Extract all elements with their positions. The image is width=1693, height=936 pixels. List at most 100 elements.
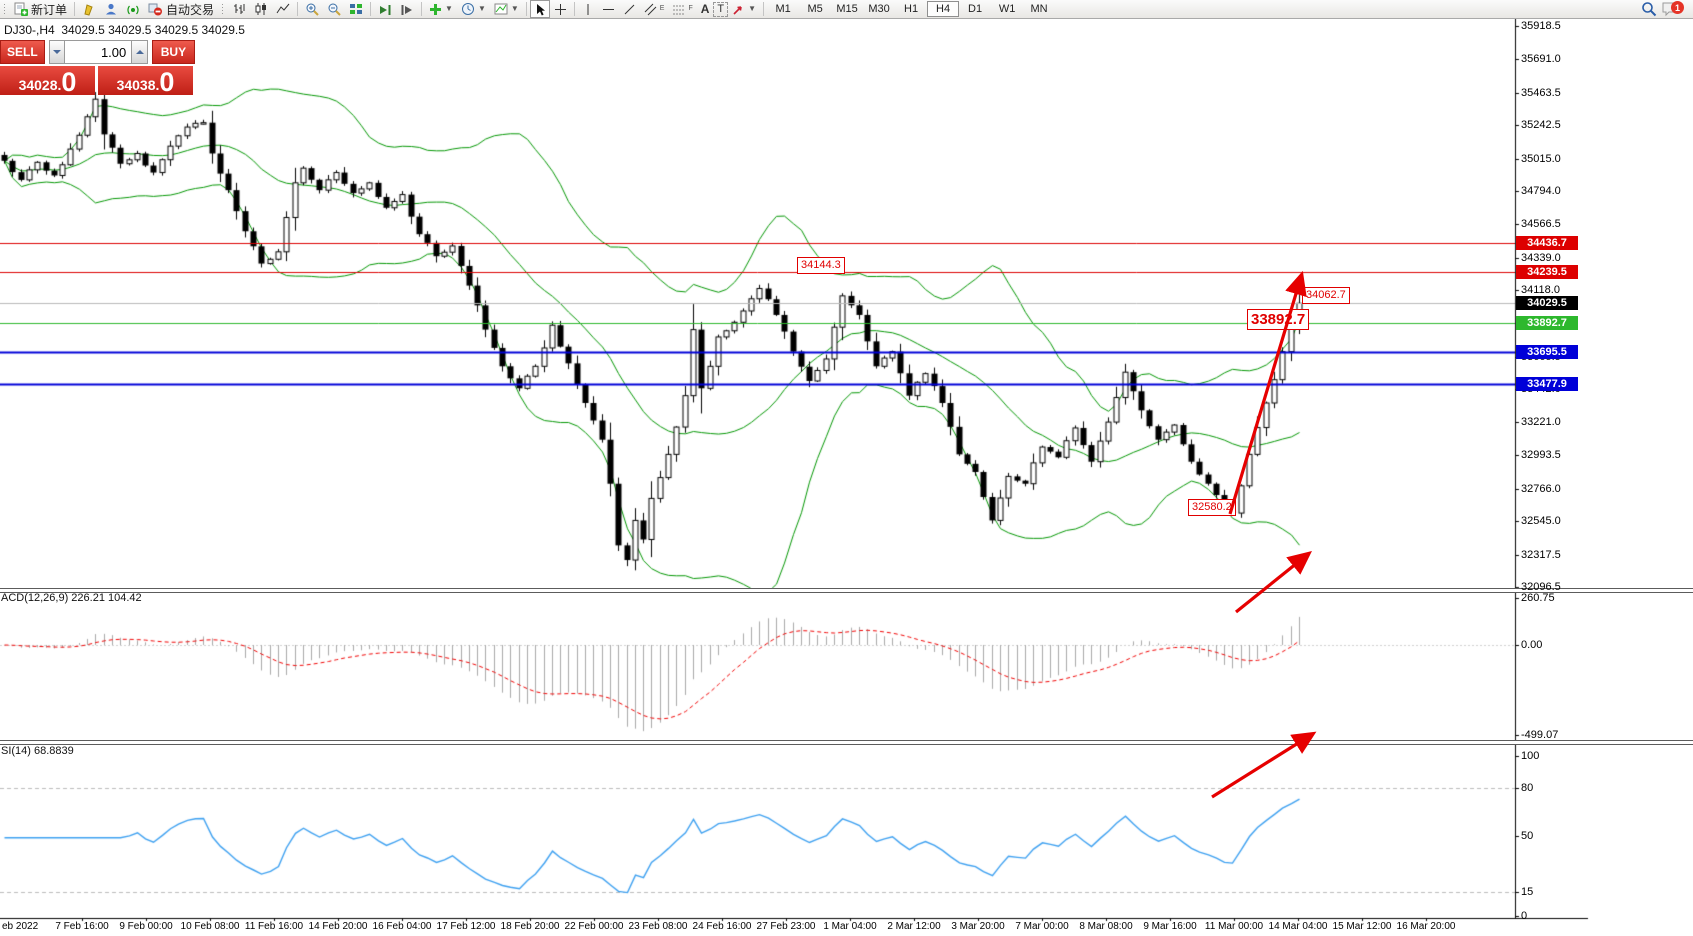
rsi-tick-label: 80 <box>1521 782 1534 794</box>
toolbar-separator <box>421 2 423 16</box>
chart-shift-icon[interactable] <box>396 0 418 18</box>
price-annotation[interactable]: 34144.3 <box>797 257 845 274</box>
timeframe-m15[interactable]: M15 <box>836 3 858 15</box>
buy-button[interactable]: BUY <box>151 40 195 64</box>
algo-trading-label: 自动交易 <box>166 2 215 17</box>
indicators-plus-icon <box>430 3 442 15</box>
time-tick-label: 14 Mar 04:00 <box>1268 921 1328 932</box>
arrows-button[interactable]: ▼ <box>728 0 760 18</box>
crosshair-icon[interactable] <box>550 0 571 18</box>
time-tick-label: 7 Mar 00:00 <box>1015 921 1069 932</box>
trendline-icon[interactable] <box>619 0 640 18</box>
volume-decrease-button[interactable] <box>48 40 66 64</box>
pane-separator-rsi[interactable] <box>0 740 1693 745</box>
toolbar-grip[interactable] <box>3 3 7 15</box>
algo-trading-icon <box>148 3 163 16</box>
timeframe-h4[interactable]: H4 <box>927 1 960 17</box>
price-tick-label: 32096.5 <box>1521 580 1561 593</box>
time-tick-label: 10 Feb 08:00 <box>180 921 240 932</box>
toolbar-separator <box>763 2 765 16</box>
volume-input[interactable] <box>65 40 132 64</box>
volume-increase-button[interactable] <box>131 40 148 64</box>
triangle-up-icon <box>135 50 144 54</box>
chart-title: DJ30-,H4 34029.5 34029.5 34029.5 34029.5 <box>4 23 245 37</box>
time-tick-label: 27 Feb 23:00 <box>756 921 816 932</box>
price-annotation[interactable]: 34062.7 <box>1302 287 1350 304</box>
timeframe-m1[interactable]: M1 <box>775 3 791 15</box>
signal-icon <box>127 5 139 15</box>
notifications-button[interactable]: 1 <box>1661 1 1687 17</box>
price-tick-label: 35918.5 <box>1521 20 1561 32</box>
rsi-indicator-label: SI(14) 68.8839 <box>1 745 74 757</box>
arrow-object-icon <box>733 5 742 15</box>
price-tick-label: 35242.5 <box>1521 119 1561 132</box>
cursor-icon[interactable] <box>529 0 550 18</box>
periods-button[interactable]: ▼ <box>457 0 490 18</box>
price-tick-label: 32317.5 <box>1521 548 1561 561</box>
zoom-in-icon[interactable] <box>301 0 323 18</box>
auto-scroll-icon[interactable] <box>374 0 396 18</box>
search-icon[interactable] <box>1637 0 1661 18</box>
timeframe-w1[interactable]: W1 <box>998 3 1016 15</box>
sell-price[interactable]: 34028. 0 <box>0 66 95 96</box>
price-annotation[interactable]: 33892.7 <box>1247 309 1310 330</box>
price-level-tag[interactable]: 33892.7 <box>1516 316 1578 331</box>
chevron-down-icon: ▼ <box>477 4 486 13</box>
candlestick-chart-icon[interactable] <box>250 0 272 18</box>
buy-price[interactable]: 34038. 0 <box>98 66 193 96</box>
timeframe-mn[interactable]: MN <box>1030 3 1048 15</box>
trade-panel-prices: 34028. 0 34038. 0 <box>0 66 195 96</box>
timeframe-m30[interactable]: M30 <box>868 3 890 15</box>
equidistant-channel-icon[interactable]: E <box>640 0 669 18</box>
time-tick-label: 16 Feb 04:00 <box>372 921 432 932</box>
new-order-button[interactable]: 新订单 <box>10 0 71 18</box>
templates-button[interactable]: ▼ <box>490 0 523 18</box>
toolbar-grip[interactable] <box>221 3 226 15</box>
timeframe-d1[interactable]: D1 <box>968 3 983 15</box>
fibonacci-icon[interactable]: F <box>668 0 696 18</box>
price-level-tag[interactable]: 33477.9 <box>1516 377 1578 392</box>
metaeditor-icon[interactable] <box>78 0 100 18</box>
text-icon[interactable]: A <box>700 2 710 16</box>
macd-tick-label: 260.75 <box>1521 591 1555 604</box>
price-level-tag[interactable]: 33695.5 <box>1516 345 1578 360</box>
sell-button[interactable]: SELL <box>0 40 45 64</box>
signals-icon[interactable] <box>122 0 144 18</box>
channel-letter: E <box>659 5 665 12</box>
horizontal-line-icon[interactable] <box>598 0 619 18</box>
timeframe-m5[interactable]: M5 <box>807 3 823 15</box>
time-tick-label: 14 Feb 20:00 <box>308 921 368 932</box>
price-tick-label: 34794.0 <box>1521 185 1561 198</box>
toolbar-separator <box>297 2 299 16</box>
notification-badge: 1 <box>1671 1 1684 14</box>
chart-ohlc: 34029.5 34029.5 34029.5 34029.5 <box>61 23 245 37</box>
pane-separator-macd[interactable] <box>0 588 1693 593</box>
time-tick-label: 1 Mar 04:00 <box>823 921 877 932</box>
time-tick-label: 18 Feb 20:00 <box>500 921 560 932</box>
tile-windows-icon[interactable] <box>345 0 367 18</box>
rsi-tick-label: 0 <box>1521 910 1528 922</box>
price-level-tag[interactable]: 34436.7 <box>1516 236 1578 251</box>
chevron-down-icon: ▼ <box>748 4 757 13</box>
new-order-icon <box>14 2 28 16</box>
line-chart-icon[interactable] <box>272 0 294 18</box>
current-price-tag[interactable]: 34029.5 <box>1516 296 1578 311</box>
toolbar-separator <box>573 2 575 16</box>
community-chat-icon[interactable] <box>100 0 122 18</box>
bar-chart-icon[interactable] <box>228 0 250 18</box>
vertical-line-icon[interactable] <box>578 0 598 18</box>
new-order-label: 新订单 <box>31 2 68 17</box>
price-level-tag[interactable]: 34239.5 <box>1516 265 1578 280</box>
algo-trading-button[interactable]: 自动交易 <box>144 0 218 18</box>
price-annotation[interactable]: 32580.2 <box>1188 499 1236 516</box>
zoom-out-icon[interactable] <box>323 0 345 18</box>
chevron-down-icon: ▼ <box>510 4 519 13</box>
triangle-down-icon <box>52 50 61 54</box>
timeframe-h1[interactable]: H1 <box>904 3 919 15</box>
fibo-letter: F <box>688 5 693 12</box>
indicators-button[interactable]: ▼ <box>425 0 457 18</box>
chart-symbol-period: DJ30-,H4 <box>4 23 55 37</box>
text-label-icon[interactable]: T <box>713 1 729 17</box>
